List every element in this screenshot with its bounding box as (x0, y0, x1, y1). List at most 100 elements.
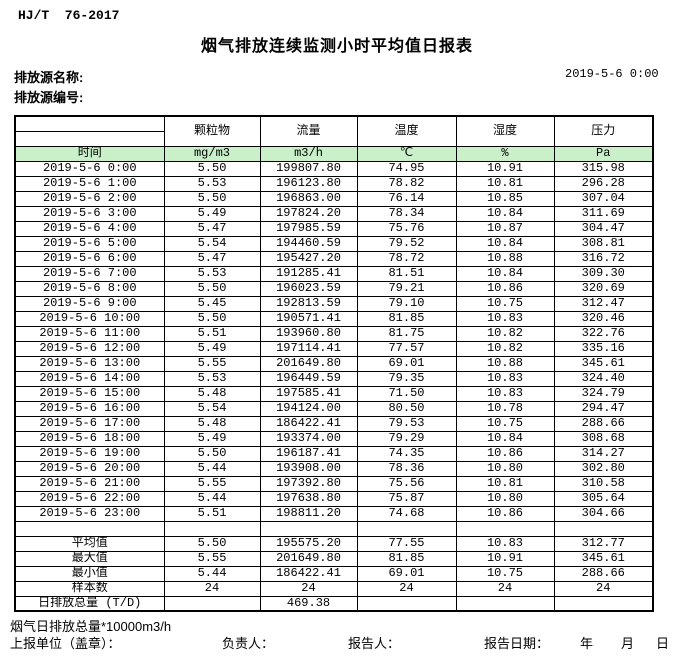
report-date-label: 报告日期： (484, 636, 550, 651)
value-cell: 10.87 (455, 220, 555, 237)
value-cell: 5.47 (163, 250, 261, 267)
value-cell: 10.75 (455, 295, 555, 312)
value-cell: 197392.80 (259, 475, 358, 492)
value-cell: 10.86 (455, 445, 555, 462)
time-cell: 2019-5-6 12:00 (14, 340, 165, 357)
table-row: 2019-5-6 0:00 5.50 199807.80 74.95 10.91 315… (14, 160, 654, 177)
time-cell: 2019-5-6 15:00 (14, 385, 165, 402)
reporting-unit-label: 上报单位（盖章）： (10, 636, 121, 651)
value-cell: 5.50 (163, 190, 261, 207)
table-row: 2019-5-6 7:00 5.53 191285.41 81.51 10.84 309… (14, 265, 654, 282)
summary-label-cell: 样本数 (14, 580, 165, 597)
value-cell: 5.48 (163, 385, 261, 402)
header-row-top: 颗粒物 流量 温度 湿度 压力 (14, 115, 654, 147)
value-cell: 71.50 (356, 385, 457, 402)
time-cell: 2019-5-6 2:00 (14, 190, 165, 207)
value-cell: 191285.41 (259, 265, 358, 282)
value-cell: 288.66 (553, 415, 654, 432)
column-header-flow: 流量 (259, 115, 358, 147)
table-row: 2019-5-6 15:00 5.48 197585.41 71.50 10.83 32… (14, 385, 654, 402)
time-cell: 2019-5-6 5:00 (14, 235, 165, 252)
value-cell: 81.75 (356, 325, 457, 342)
value-cell: 201649.80 (259, 355, 358, 372)
blank-cell (356, 520, 457, 537)
value-cell: 74.95 (356, 160, 457, 177)
value-cell: 24 (356, 580, 457, 597)
responsible-person-label: 负责人： (222, 636, 275, 651)
footer-note: 烟气日排放总量*10000m3/h (10, 619, 172, 634)
value-cell: 79.35 (356, 370, 457, 387)
value-cell: 24 (455, 580, 555, 597)
value-cell: 5.45 (163, 295, 261, 312)
time-cell: 2019-5-6 4:00 (14, 220, 165, 237)
value-cell: 10.91 (455, 550, 555, 567)
value-cell: 10.82 (455, 325, 555, 342)
value-cell: 77.55 (356, 535, 457, 552)
year-label: 年 (580, 636, 594, 651)
table-row: 2019-5-6 10:00 5.50 190571.41 81.85 10.83 32… (14, 310, 654, 327)
value-cell: 74.68 (356, 505, 457, 522)
value-cell: 10.86 (455, 280, 555, 297)
table-row: 2019-5-6 3:00 5.49 197824.20 78.34 10.84 311… (14, 205, 654, 222)
value-cell: 305.64 (553, 490, 654, 507)
summary-row: 最小值 5.44 186422.41 69.01 10.75 288.66 (14, 565, 654, 582)
time-cell: 2019-5-6 14:00 (14, 370, 165, 387)
reporter-label: 报告人： (348, 636, 401, 651)
value-cell: 186422.41 (259, 565, 358, 582)
table-body: 2019-5-6 0:00 5.50 199807.80 74.95 10.91 315… (14, 160, 654, 522)
header-blank-cell (14, 115, 165, 132)
column-header-pressure: 压力 (553, 115, 654, 147)
value-cell: 311.69 (553, 205, 654, 222)
blank-cell (163, 520, 261, 537)
time-cell: 2019-5-6 6:00 (14, 250, 165, 267)
value-cell: 10.84 (455, 430, 555, 447)
value-cell: 75.56 (356, 475, 457, 492)
value-cell: 196449.59 (259, 370, 358, 387)
value-cell: 24 (553, 580, 654, 597)
value-cell: 345.61 (553, 355, 654, 372)
value-cell: 193908.00 (259, 460, 358, 477)
value-cell: 310.58 (553, 475, 654, 492)
time-cell: 2019-5-6 0:00 (14, 160, 165, 177)
value-cell: 320.46 (553, 310, 654, 327)
value-cell: 315.98 (553, 160, 654, 177)
value-cell: 10.80 (455, 460, 555, 477)
doc-code: HJ/T 76-2017 (18, 8, 120, 23)
table-row: 2019-5-6 20:00 5.44 193908.00 78.36 10.80 30… (14, 460, 654, 477)
summary-label-cell: 最大值 (14, 550, 165, 567)
footer-sign-line: 上报单位（盖章）： 负责人： 报告人： 报告日期： 年 月 日 (0, 633, 674, 651)
value-cell: 81.85 (356, 550, 457, 567)
value-cell: 10.83 (455, 370, 555, 387)
value-cell: 24 (259, 580, 358, 597)
value-cell: 10.83 (455, 535, 555, 552)
blank-cell (455, 520, 555, 537)
value-cell: 196187.41 (259, 445, 358, 462)
time-cell: 2019-5-6 18:00 (14, 430, 165, 447)
table-row: 2019-5-6 9:00 5.45 192813.59 79.10 10.75 312… (14, 295, 654, 312)
column-header-humidity: 湿度 (455, 115, 555, 147)
blank-cell (259, 520, 358, 537)
value-cell: 197985.59 (259, 220, 358, 237)
value-cell: 5.51 (163, 505, 261, 522)
source-name-label: 排放源名称: (14, 70, 84, 85)
table-row: 2019-5-6 23:00 5.51 198811.20 74.68 10.86 30… (14, 505, 654, 522)
table-summary: 平均值 5.50 195575.20 77.55 10.83 312.77 最大值 5.… (14, 520, 654, 612)
value-cell: 193960.80 (259, 325, 358, 342)
summary-row: 日排放总量 (T/D) 469.38 (14, 595, 654, 612)
value-cell: 5.55 (163, 550, 261, 567)
value-cell: 5.51 (163, 325, 261, 342)
value-cell: 320.69 (553, 280, 654, 297)
value-cell: 10.81 (455, 475, 555, 492)
report-table: 颗粒物 流量 温度 湿度 压力 时间 mg/m3 m3/h ℃ % Pa 201… (14, 115, 654, 612)
value-cell: 75.76 (356, 220, 457, 237)
value-cell: 74.35 (356, 445, 457, 462)
value-cell: 197638.80 (259, 490, 358, 507)
table-row: 2019-5-6 17:00 5.48 186422.41 79.53 10.75 28… (14, 415, 654, 432)
month-label: 月 (621, 636, 635, 651)
value-cell (553, 595, 654, 612)
time-cell: 2019-5-6 21:00 (14, 475, 165, 492)
unit-cell-temperature: ℃ (356, 145, 457, 162)
value-cell: 5.50 (163, 535, 261, 552)
header-blank-cell (14, 130, 165, 147)
